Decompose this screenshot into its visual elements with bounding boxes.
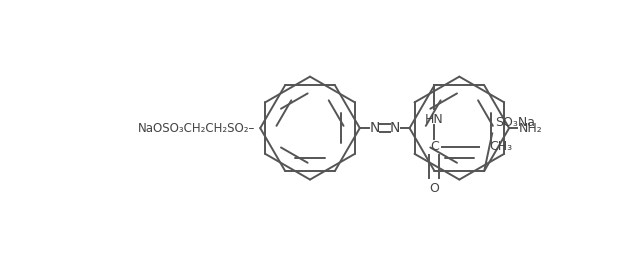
Text: NaOSO₃CH₂CH₂SO₂–: NaOSO₃CH₂CH₂SO₂–: [138, 122, 255, 135]
Text: N: N: [389, 121, 400, 135]
Text: N: N: [369, 121, 380, 135]
Text: SO₃Na: SO₃Na: [495, 116, 535, 129]
Text: CH₃: CH₃: [489, 140, 512, 153]
Text: C: C: [430, 140, 439, 153]
Text: HN: HN: [425, 113, 444, 126]
Text: O: O: [429, 182, 439, 195]
Text: NH₂: NH₂: [519, 122, 543, 135]
